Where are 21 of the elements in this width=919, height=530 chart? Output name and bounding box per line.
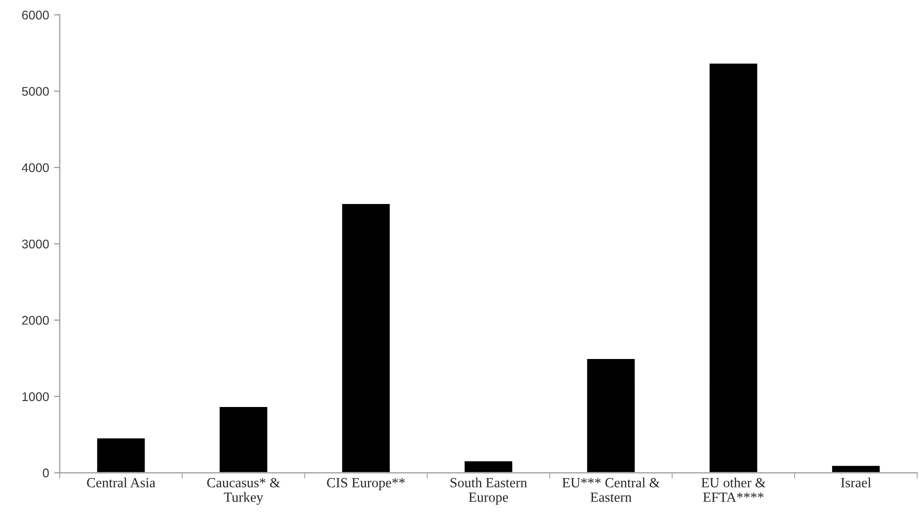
x-tick-label: Israel	[840, 478, 872, 488]
x-tick-label: CIS Europe**	[326, 478, 405, 490]
x-tick-label: Caucasus* & Turkey	[207, 478, 280, 505]
x-tick-label: South Eastern Europe	[450, 478, 528, 505]
y-tick-label: 3000	[22, 240, 49, 248]
bar	[586, 358, 636, 473]
y-tick-label: 4000	[22, 163, 49, 172]
y-tick-label: 2000	[22, 316, 49, 325]
y-tick-label: 6000	[22, 10, 49, 20]
x-tick-label: EU*** Central & Eastern	[562, 478, 660, 502]
y-tick-label: 1000	[22, 392, 49, 402]
y-tick-label: 0	[42, 468, 49, 478]
y-tick-label: 5000	[22, 86, 49, 96]
x-tick-label: Central Asia	[87, 478, 156, 488]
x-tick-label: EU other & EFTA****	[701, 478, 766, 502]
bar	[830, 464, 882, 473]
bar	[218, 406, 269, 473]
bar	[708, 62, 759, 473]
bar	[463, 460, 514, 473]
bar	[96, 436, 146, 473]
bar	[340, 202, 392, 473]
